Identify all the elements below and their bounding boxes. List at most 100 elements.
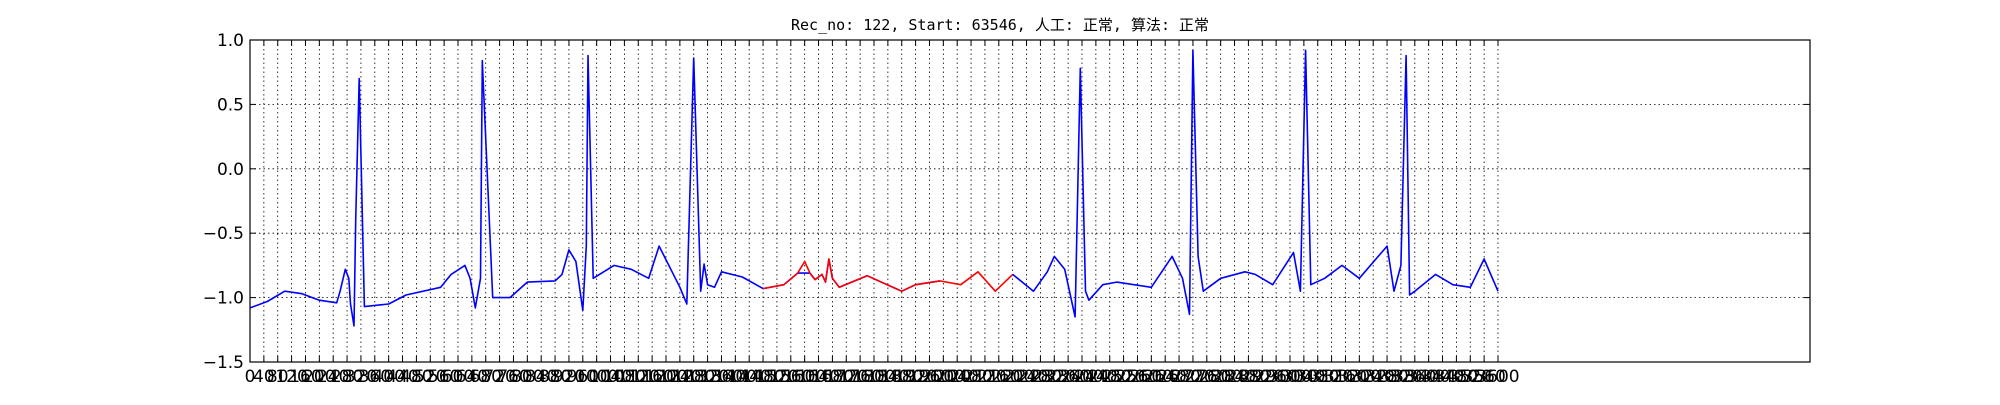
x-tick-label: 360 <box>359 367 391 387</box>
x-tick-label: 80 <box>267 367 289 387</box>
x-tick-label: 1840 <box>866 367 909 387</box>
x-tick-label: 3160 <box>1324 367 1367 387</box>
x-tick-label: 3320 <box>1379 367 1422 387</box>
x-tick-label: 2560 <box>1116 367 1159 387</box>
x-tick-label: 2000 <box>922 367 965 387</box>
x-tick-label: 2880 <box>1227 367 1270 387</box>
x-tick-label: 1640 <box>797 367 840 387</box>
x-tick-label: 560 <box>428 367 460 387</box>
x-tick-label: 760 <box>497 367 529 387</box>
x-tick-label: 1960 <box>908 367 951 387</box>
x-tick-label: 2760 <box>1185 367 1228 387</box>
x-tick-label: 2160 <box>977 367 1020 387</box>
x-tick-label: 1480 <box>741 367 784 387</box>
x-tick-label: 2200 <box>991 367 1034 387</box>
x-tick-label: 1200 <box>644 367 687 387</box>
x-tick-label: 2400 <box>1060 367 1103 387</box>
x-tick-label: 1160 <box>631 367 674 387</box>
x-tick-label: 2800 <box>1199 367 1242 387</box>
x-tick-label: 2640 <box>1144 367 1187 387</box>
x-tick-label: 2680 <box>1157 367 1200 387</box>
x-tick-label: 3480 <box>1435 367 1478 387</box>
x-tick-label: 1800 <box>852 367 895 387</box>
x-tick-label: 1360 <box>700 367 743 387</box>
x-tick-label: 2600 <box>1130 367 1173 387</box>
x-tick-label: 960 <box>567 367 599 387</box>
x-tick-label: 1520 <box>755 367 798 387</box>
x-tick-label: 1440 <box>728 367 771 387</box>
x-tick-label: 600 <box>442 367 474 387</box>
x-tick-label: 1920 <box>894 367 937 387</box>
x-tick-label: 2240 <box>1005 367 1048 387</box>
x-tick-label: 640 <box>456 367 488 387</box>
x-tick-label: 400 <box>372 367 404 387</box>
x-tick-label: 440 <box>386 367 418 387</box>
y-tick-label: 0.5 <box>217 95 244 115</box>
x-tick-label: 2840 <box>1213 367 1256 387</box>
x-tick-label: 2440 <box>1074 367 1117 387</box>
x-tick-label: 880 <box>539 367 571 387</box>
x-tick-label: 40 <box>253 367 275 387</box>
series-layer <box>249 49 1499 327</box>
x-tick-label: 3280 <box>1365 367 1408 387</box>
x-tick-label: 1600 <box>783 367 826 387</box>
x-tick-label: 2040 <box>936 367 979 387</box>
plot-frame <box>249 39 1811 363</box>
x-tick-label: 3600 <box>1476 367 1519 387</box>
x-tick-label: 3200 <box>1338 367 1381 387</box>
x-tick-label: 1240 <box>658 367 701 387</box>
x-tick-label: 720 <box>483 367 515 387</box>
x-tick-label: 480 <box>400 367 432 387</box>
x-tick-label: 240 <box>317 367 349 387</box>
x-tick-label: 840 <box>525 367 557 387</box>
x-tick-label: 520 <box>414 367 446 387</box>
x-tick-label: 1880 <box>880 367 923 387</box>
x-tick-label: 2960 <box>1255 367 1298 387</box>
x-tick-label: 3000 <box>1268 367 1311 387</box>
x-tick-label: 1760 <box>839 367 882 387</box>
x-tick-label: 2360 <box>1047 367 1090 387</box>
y-axis-ticks: −1.5 −1.0 −0.5 0.0 0.5 1.0 <box>203 31 1810 373</box>
x-tick-label: 1320 <box>686 367 729 387</box>
x-tick-label: 3440 <box>1421 367 1464 387</box>
series-line-normal <box>249 54 941 327</box>
x-tick-label: 120 <box>275 367 307 387</box>
x-tick-label: 2920 <box>1241 367 1284 387</box>
x-tick-label: 3040 <box>1282 367 1325 387</box>
grid-lines <box>250 40 1810 362</box>
x-tick-label: 680 <box>470 367 502 387</box>
y-tick-label: 1.0 <box>217 31 244 51</box>
x-tick-label: 3360 <box>1393 367 1436 387</box>
x-tick-label: 3560 <box>1463 367 1506 387</box>
x-tick-label: 160 <box>289 367 321 387</box>
y-tick-label: −0.5 <box>203 224 244 244</box>
x-tick-label: 2520 <box>1102 367 1145 387</box>
x-tick-label: 3120 <box>1310 367 1353 387</box>
x-tick-label: 280 <box>331 367 363 387</box>
x-tick-label: 2080 <box>949 367 992 387</box>
x-tick-label: 1560 <box>769 367 812 387</box>
x-tick-label: 200 <box>303 367 335 387</box>
y-tick-label: 0.0 <box>217 160 244 180</box>
series-line-normal <box>1012 49 1499 318</box>
x-tick-label: 3520 <box>1449 367 1492 387</box>
x-tick-label: 1280 <box>672 367 715 387</box>
x-axis-ticks: 0408012016020024028032036040044048052056… <box>245 40 1520 387</box>
x-tick-label: 3240 <box>1352 367 1395 387</box>
x-tick-label: 800 <box>511 367 543 387</box>
x-tick-label: 1680 <box>811 367 854 387</box>
x-tick-label: 3400 <box>1407 367 1450 387</box>
x-tick-label: 1120 <box>617 367 660 387</box>
x-tick-label: 2720 <box>1171 367 1214 387</box>
x-tick-label: 320 <box>345 367 377 387</box>
x-tick-label: 920 <box>553 367 585 387</box>
x-tick-label: 2320 <box>1033 367 1076 387</box>
x-tick-label: 2480 <box>1088 367 1131 387</box>
x-tick-label: 2120 <box>963 367 1006 387</box>
y-tick-label: −1.0 <box>203 289 244 309</box>
x-tick-label: 1000 <box>575 367 618 387</box>
x-tick-label: 1080 <box>603 367 646 387</box>
x-tick-label: 3080 <box>1296 367 1339 387</box>
